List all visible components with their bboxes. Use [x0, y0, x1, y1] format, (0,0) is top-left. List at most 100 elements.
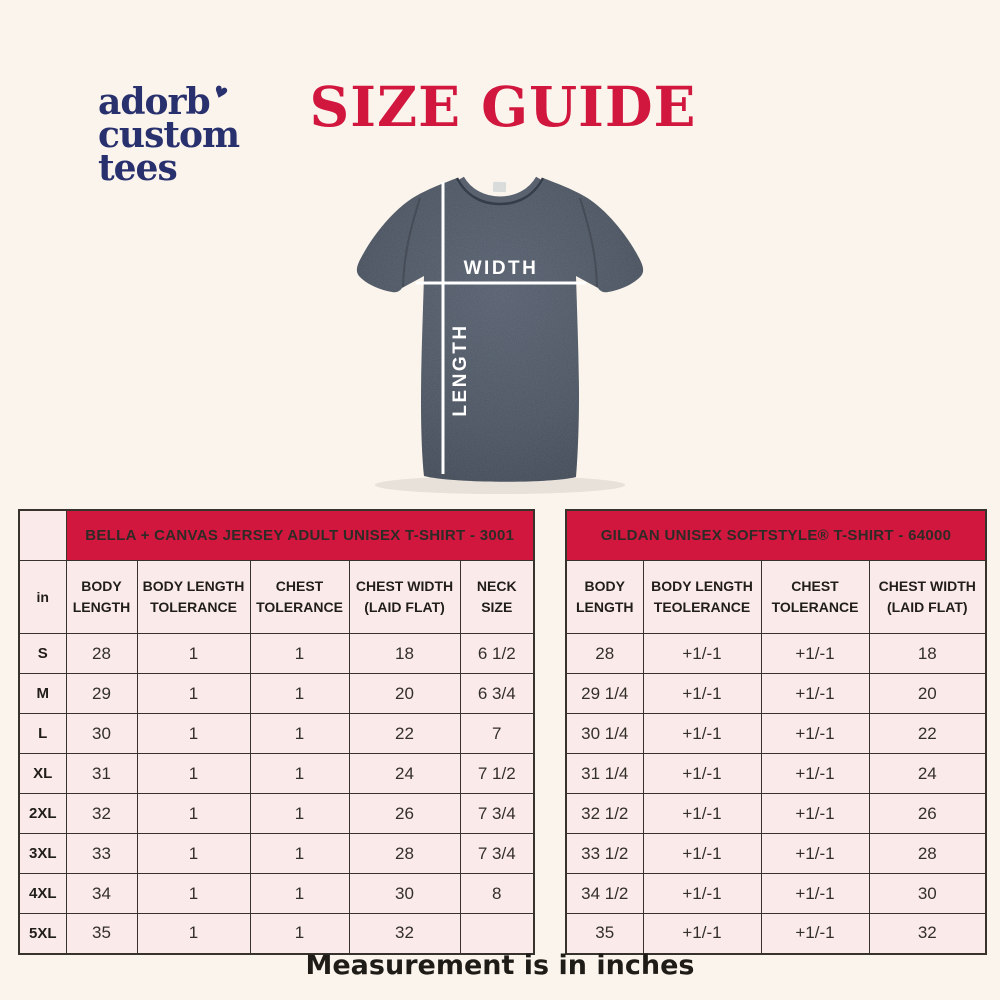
table-cell: +1/-1 [642, 833, 762, 874]
table-cell: +1/-1 [760, 833, 870, 874]
banner-row: BELLA + CANVAS JERSEY ADULT UNISEX T-SHI… [18, 509, 535, 561]
column-header-body-length: BODY LENGTH [565, 560, 644, 634]
logo-line-1: adorb♥ [98, 81, 231, 123]
table-cell: 1 [136, 913, 251, 954]
size-label: 2XL [18, 793, 67, 834]
column-header-chest-width: CHEST WIDTH (LAID FLAT) [868, 560, 987, 634]
size-label: S [18, 633, 67, 674]
table-row: S 28 1 1 18 6 1/2 [18, 633, 535, 674]
table-cell: 1 [136, 793, 251, 834]
tshirt-measurement-diagram: WIDTH LENGTH [340, 152, 660, 502]
table-row: M 29 1 1 20 6 3/4 [18, 673, 535, 714]
table-row: 33 1/2 +1/-1 +1/-1 28 [565, 833, 987, 874]
measurement-note: Measurement is in inches [305, 950, 695, 981]
table-cell: +1/-1 [642, 713, 762, 754]
table-cell: 28 [565, 633, 644, 674]
bella-table-body: S 28 1 1 18 6 1/2 M 29 1 1 20 6 3/4 L 30 1 1 22 7 XL 31 1 1 24… [18, 633, 535, 954]
size-table-gildan: GILDAN UNISEX SOFTSTYLE® T-SHIRT - 64000… [565, 509, 988, 955]
table-cell: 35 [565, 913, 644, 954]
page-title: SIZE GUIDE [309, 74, 697, 139]
table-cell: 1 [249, 633, 350, 674]
table-cell: 32 [868, 913, 987, 954]
table-cell: +1/-1 [760, 913, 870, 954]
table-cell: 1 [136, 873, 251, 914]
logo-line-2: custom [98, 114, 240, 157]
size-label: 3XL [18, 833, 67, 874]
table-cell: 24 [348, 753, 461, 794]
table-cell: 31 [65, 753, 138, 794]
table-cell: +1/-1 [760, 793, 870, 834]
table-cell: 22 [348, 713, 461, 754]
table-cell: 32 1/2 [565, 793, 644, 834]
table-cell: +1/-1 [642, 913, 762, 954]
table-cell: +1/-1 [642, 793, 762, 834]
table-cell: 31 1/4 [565, 753, 644, 794]
table-cell: 30 [65, 713, 138, 754]
table-cell: 34 [65, 873, 138, 914]
table-cell: 30 [868, 873, 987, 914]
column-header-body-length-tolerance: BODY LENGTH TOLERANCE [136, 560, 251, 634]
table-cell: 1 [249, 873, 350, 914]
size-label: M [18, 673, 67, 714]
column-header-chest-width: CHEST WIDTH (LAID FLAT) [348, 560, 461, 634]
table-row: 34 1/2 +1/-1 +1/-1 30 [565, 873, 987, 914]
table-cell: 29 [65, 673, 138, 714]
table-cell: 7 [459, 713, 535, 754]
width-label: WIDTH [464, 258, 539, 279]
table-cell: 22 [868, 713, 987, 754]
unit-label: in [18, 560, 67, 634]
heart-icon: ♥ [210, 81, 231, 104]
table-cell: 1 [136, 633, 251, 674]
table-cell: +1/-1 [642, 633, 762, 674]
table-row: 32 1/2 +1/-1 +1/-1 26 [565, 793, 987, 834]
table-cell: 32 [65, 793, 138, 834]
table-cell: +1/-1 [760, 713, 870, 754]
table-row: 2XL 32 1 1 26 7 3/4 [18, 793, 535, 834]
table-row: 5XL 35 1 1 32 [18, 913, 535, 954]
table-cell [459, 913, 535, 954]
table-cell: 24 [868, 753, 987, 794]
column-header-body-length-tolerance: BODY LENGTH TEOLERANCE [642, 560, 762, 634]
shirt-shadow [375, 476, 625, 494]
table-row: 30 1/4 +1/-1 +1/-1 22 [565, 713, 987, 754]
table-cell: 1 [136, 713, 251, 754]
collar-tag [492, 181, 507, 193]
header-row: BODY LENGTH BODY LENGTH TEOLERANCE CHEST… [565, 560, 987, 634]
table-cell: 26 [868, 793, 987, 834]
table-cell: 33 [65, 833, 138, 874]
length-label: LENGTH [450, 323, 471, 416]
table-cell: +1/-1 [760, 633, 870, 674]
gildan-banner: GILDAN UNISEX SOFTSTYLE® T-SHIRT - 64000 [565, 509, 987, 561]
logo-line-3: tees [98, 147, 178, 190]
table-row: 3XL 33 1 1 28 7 3/4 [18, 833, 535, 874]
table-cell: 1 [136, 673, 251, 714]
table-cell: 1 [136, 833, 251, 874]
gildan-table-body: 28 +1/-1 +1/-1 18 29 1/4 +1/-1 +1/-1 20 30 1/4 +1… [565, 633, 987, 954]
bella-banner: BELLA + CANVAS JERSEY ADULT UNISEX T-SHI… [65, 509, 535, 561]
size-label: 5XL [18, 913, 67, 954]
table-cell: 7 1/2 [459, 753, 535, 794]
table-cell: 29 1/4 [565, 673, 644, 714]
size-label: L [18, 713, 67, 754]
table-cell: 30 1/4 [565, 713, 644, 754]
table-cell: 35 [65, 913, 138, 954]
table-cell: 28 [348, 833, 461, 874]
table-row: L 30 1 1 22 7 [18, 713, 535, 754]
table-cell: +1/-1 [760, 753, 870, 794]
table-cell: 7 3/4 [459, 793, 535, 834]
table-cell: 6 3/4 [459, 673, 535, 714]
banner-row: GILDAN UNISEX SOFTSTYLE® T-SHIRT - 64000 [565, 509, 987, 561]
column-header-chest-tolerance: CHEST TOLERANCE [249, 560, 350, 634]
table-cell: +1/-1 [642, 673, 762, 714]
column-header-chest-tolerance: CHEST TOLERANCE [760, 560, 870, 634]
table-cell: 30 [348, 873, 461, 914]
tshirt-image: WIDTH LENGTH [356, 176, 644, 494]
table-row: 35 +1/-1 +1/-1 32 [565, 913, 987, 954]
table-row: 31 1/4 +1/-1 +1/-1 24 [565, 753, 987, 794]
table-cell: 18 [348, 633, 461, 674]
table-cell: +1/-1 [642, 753, 762, 794]
table-cell: +1/-1 [642, 873, 762, 914]
collar-seam [455, 177, 545, 206]
table-row: 4XL 34 1 1 30 8 [18, 873, 535, 914]
